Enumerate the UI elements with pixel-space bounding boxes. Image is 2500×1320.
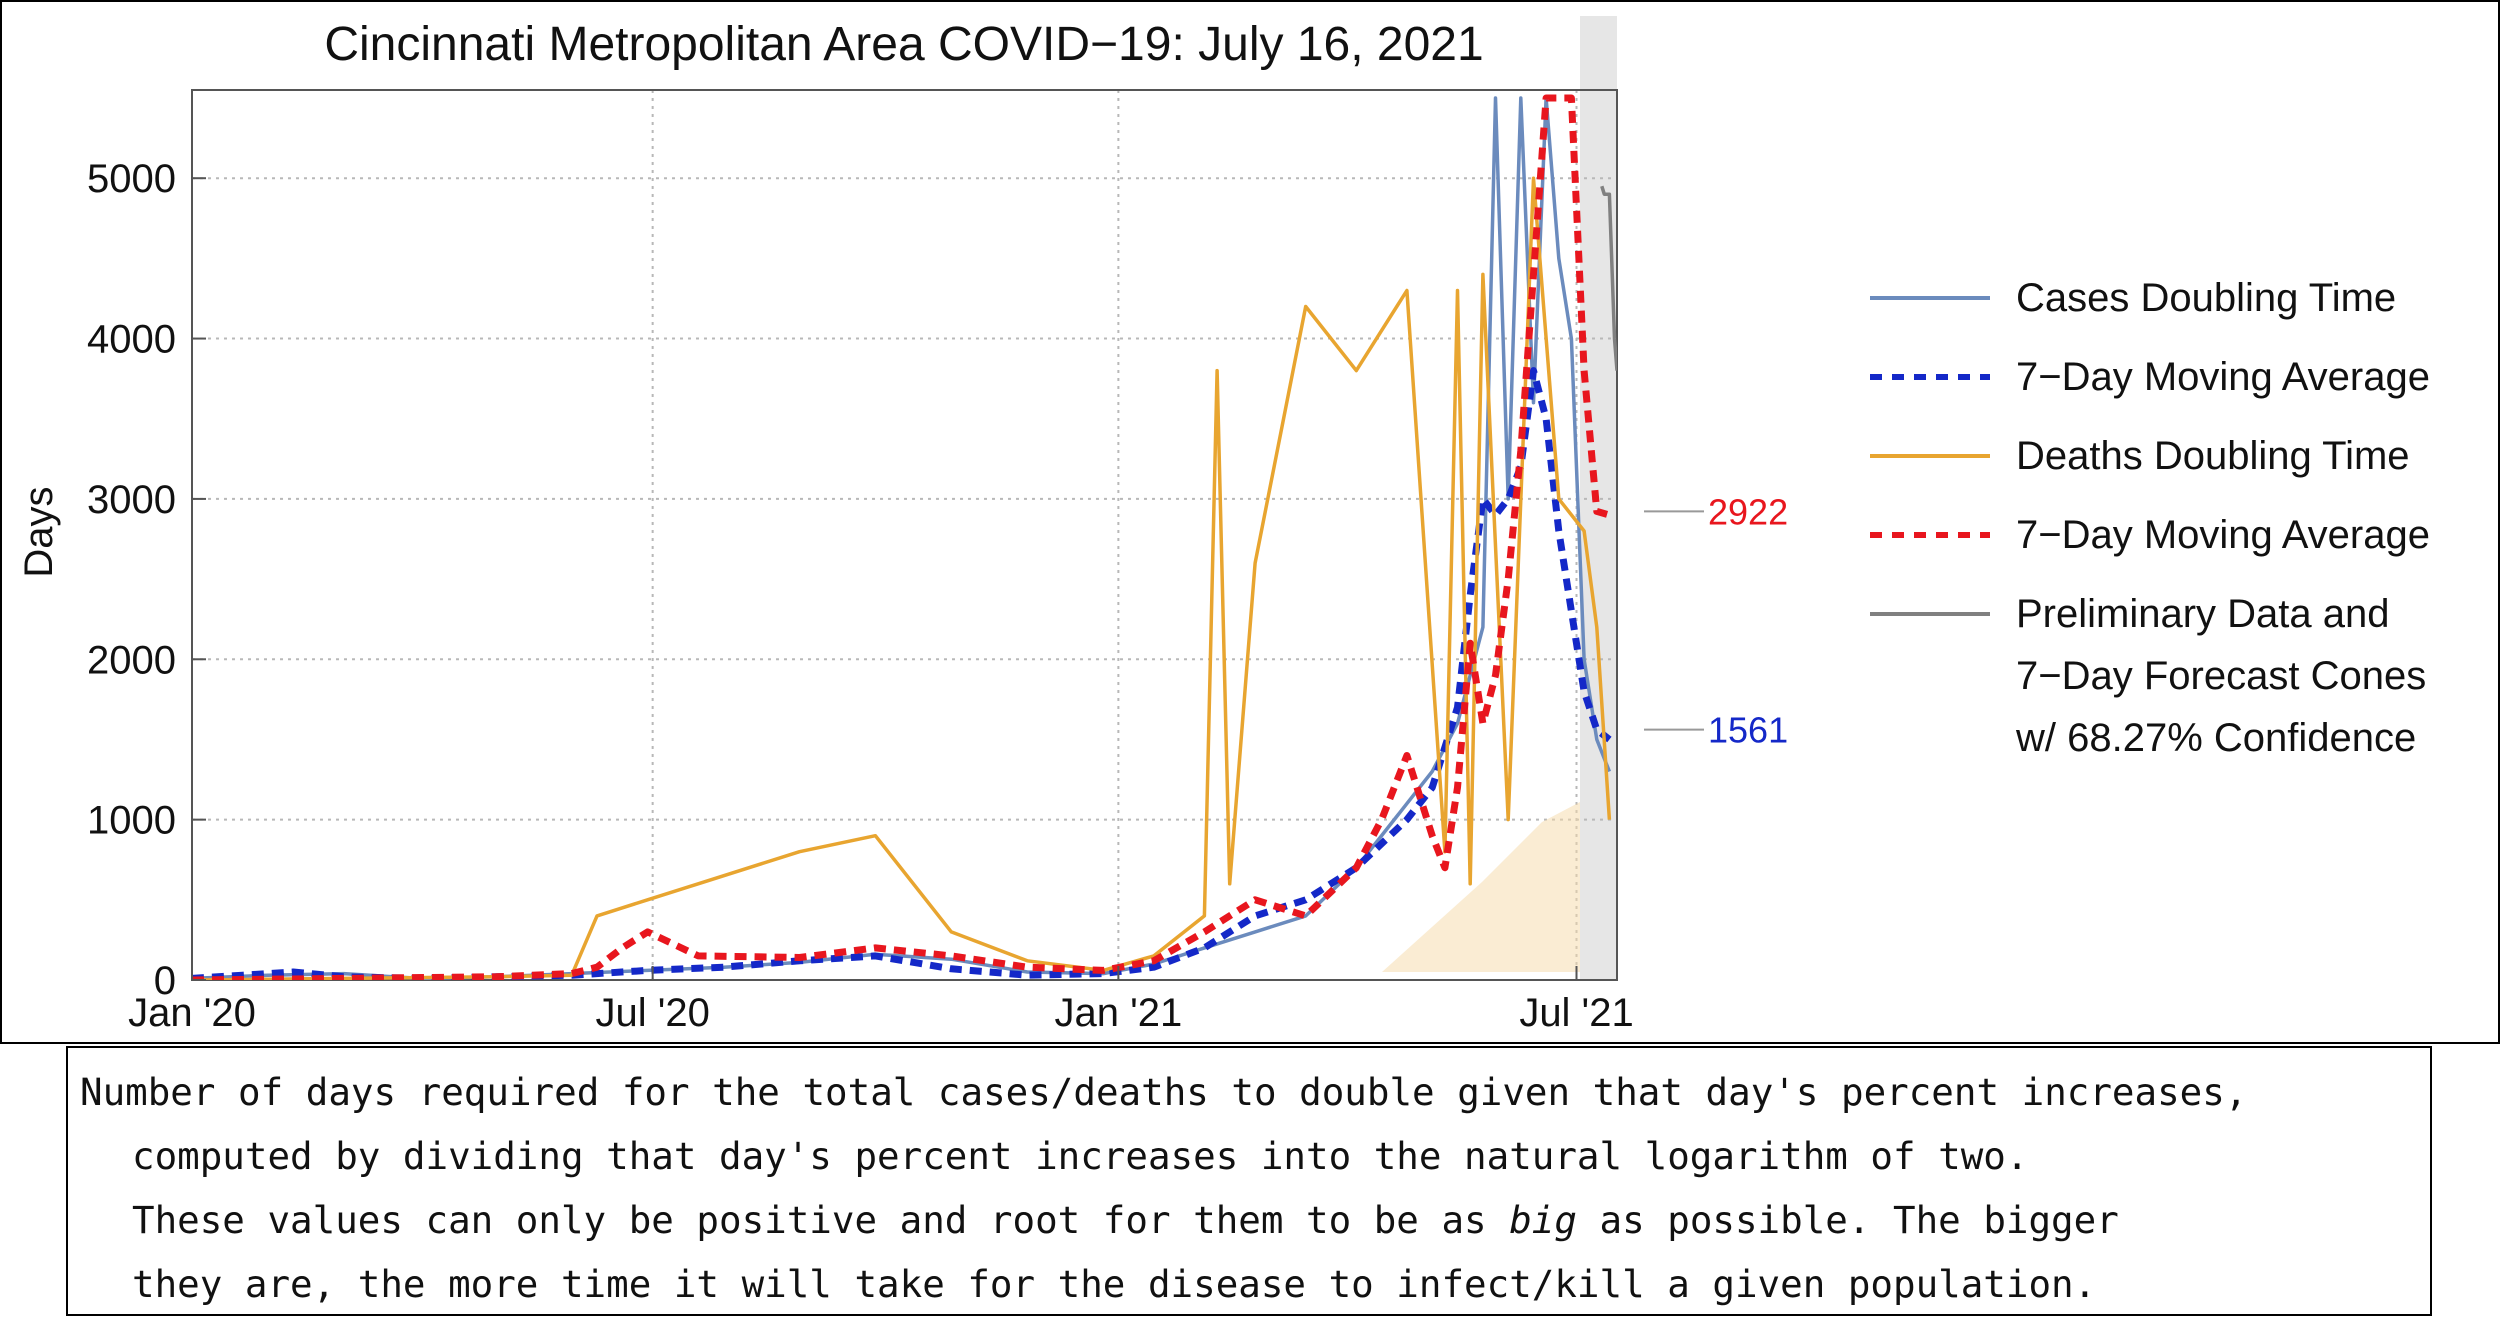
y-tick-label-5: 5000 [87,157,176,201]
legend-label-2: Deaths Doubling Time [2016,434,2410,478]
plot-area-border [191,89,1618,981]
y-tick-label-0: 0 [154,959,176,1003]
y-tick-label-4: 4000 [87,318,176,362]
series-layer [192,94,1617,980]
chart-svg: Cincinnati Metropolitan Area COVID−19: J… [17,16,2430,1035]
series-line-0-cases-doubling-time [192,96,1612,980]
caption-line-2: computed by dividing that day's percent … [132,1134,2029,1178]
y-tick-label-2: 2000 [87,638,176,682]
y-tick-label-1: 1000 [87,799,176,843]
axes-layer: 0 1000 2000 3000 4000 5000 Jan '20 Jul '20 Jan '… [87,157,1634,1035]
x-tick-label-0: Jan '20 [128,991,256,1035]
x-tick-label-2: Jan '21 [1055,991,1183,1035]
caption-line-3-start: These values can only be positive and ro… [132,1198,1510,1242]
series-line-1-7-day-moving-average [192,367,1612,980]
legend-label-0: Cases Doubling Time [2016,276,2396,320]
annotations-layer: 2922 1561 [1644,491,1788,751]
chart-title: Cincinnati Metropolitan Area COVID−19: J… [324,18,1483,71]
series-line-4-preliminary-data-and-7-day-forecast-cones-w-68-27-confidence [1600,185,1617,371]
caption-line-4: they are, the more time it will take for… [132,1262,2097,1306]
y-tick-label-3: 3000 [87,478,176,522]
x-tick-label-1: Jul '20 [595,991,709,1035]
deaths-forecast-cone [1382,802,1580,972]
chart-frame: Cincinnati Metropolitan Area COVID−19: J… [0,0,2500,1044]
annotation-label-1: 1561 [1708,710,1788,751]
annotation-label-0: 2922 [1708,491,1788,532]
series-line-3-7-day-moving-average [192,94,1611,980]
legend-label-1: 7−Day Moving Average [2016,355,2430,399]
caption-line-3-end: as possible. The bigger [1576,1198,2119,1242]
legend-continuation-0: 7−Day Forecast Cones [2016,654,2426,698]
y-axis-label: Days [17,486,61,577]
caption-line-3: These values can only be positive and ro… [80,1188,2430,1252]
legend: Cases Doubling Time 7−Day Moving Average D… [1870,276,2430,760]
x-tick-label-3: Jul '21 [1519,991,1633,1035]
legend-label-3: 7−Day Moving Average [2016,513,2430,557]
grid [192,90,1617,980]
caption-emphasis: big [1509,1198,1577,1242]
legend-continuation-1: w/ 68.27% Confidence [2015,716,2416,760]
caption-line-1: Number of days required for the total ca… [80,1070,2248,1114]
series-line-2-deaths-doubling-time [192,176,1612,980]
legend-label-4: Preliminary Data and [2016,592,2390,636]
caption-box: Number of days required for the total ca… [66,1046,2432,1316]
